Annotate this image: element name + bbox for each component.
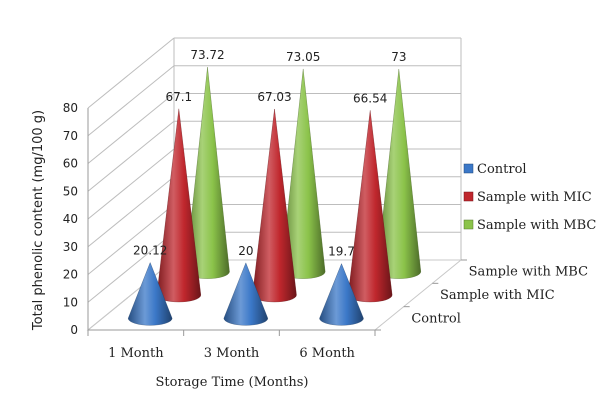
- axis-layer: 0 10 20 30 40 50 60 70 80: [63, 101, 467, 337]
- label-layer: 1 Month 3 Month 6 Month Total phenolic cont…: [31, 48, 588, 390]
- grid-line-side: [87, 120, 175, 192]
- grid-line-side: [87, 65, 175, 137]
- cone-mark-control: [319, 263, 364, 326]
- data-label: 73: [391, 50, 406, 64]
- y-tick-label: 0: [70, 323, 78, 337]
- data-label: 20: [238, 244, 253, 258]
- y-tick-label: 40: [63, 212, 78, 226]
- grid-line-side: [87, 204, 175, 275]
- y-tick-label: 10: [63, 295, 78, 309]
- grid-line-side: [87, 93, 175, 164]
- grid-line-side: [87, 148, 175, 220]
- cone-mark-control: [128, 262, 173, 326]
- depth-axis-label: Sample with MIC: [440, 288, 555, 303]
- legend-swatch: [463, 191, 474, 202]
- x-axis-title: Storage Time (Months): [156, 375, 309, 390]
- y-tick-label: 20: [63, 268, 78, 282]
- legend-label: Control: [477, 162, 527, 177]
- legend-label: Sample with MBC: [477, 218, 596, 233]
- y-tick-label: 80: [63, 101, 78, 115]
- y-tick-label: 30: [63, 240, 78, 254]
- x-tick-label: 3 Month: [204, 346, 260, 361]
- data-label: 20.12: [133, 244, 167, 258]
- cone-mark-control: [223, 262, 268, 326]
- depth-axis-label: Control: [411, 311, 461, 326]
- data-label: 19.7: [328, 245, 355, 259]
- grid-line-side: [87, 37, 175, 109]
- data-label: 73.05: [286, 50, 320, 64]
- legend-swatch: [463, 219, 474, 230]
- data-label: 67.03: [257, 90, 291, 104]
- data-label: 73.72: [190, 48, 224, 62]
- x-tick-label: 6 Month: [299, 346, 355, 361]
- depth-axis-label: Sample with MBC: [469, 265, 588, 280]
- legend-label: Sample with MIC: [477, 190, 592, 205]
- y-tick-label: 70: [63, 129, 78, 143]
- y-axis-title: Total phenolic content (mg/100 g): [31, 110, 46, 331]
- y-tick-label: 60: [63, 157, 78, 171]
- grid-line-side: [87, 231, 175, 303]
- grid-line-side: [87, 176, 175, 248]
- x-tick-label: 1 Month: [108, 346, 164, 361]
- legend-layer: Control Sample with MIC Sample with MBC: [463, 162, 596, 233]
- data-label: 67.1: [165, 90, 192, 104]
- cone-layer: [128, 67, 421, 326]
- legend-swatch: [463, 163, 474, 174]
- y-tick-label: 50: [63, 184, 78, 198]
- data-label: 66.54: [353, 91, 387, 105]
